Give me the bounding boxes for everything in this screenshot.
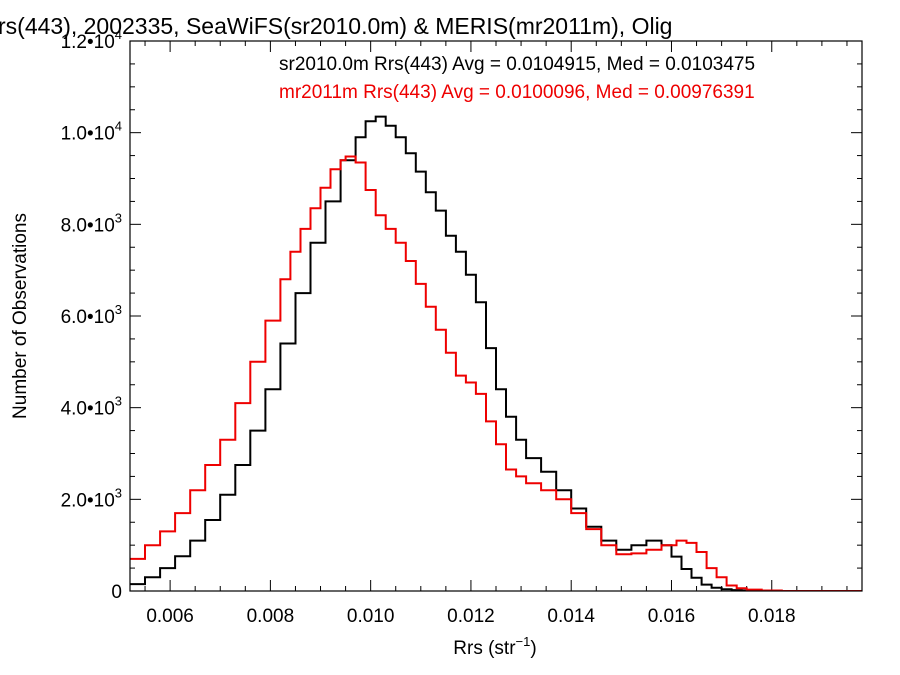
tick-marks <box>130 40 862 592</box>
x-tick-label: 0.018 <box>748 606 796 627</box>
y-tick-label: 0 <box>111 582 122 603</box>
y-tick-label: 2.0•103 <box>61 485 122 511</box>
y-tick-label: 8.0•103 <box>61 210 122 236</box>
x-axis-label-tail: ) <box>530 638 536 659</box>
x-tick-label: 0.008 <box>247 606 295 627</box>
series-sr2010-line <box>130 115 862 591</box>
legend-entry-red: mr2011m Rrs(443) Avg = 0.0100096, Med = … <box>279 82 755 103</box>
x-tick-label: 0.006 <box>146 606 194 627</box>
x-tick-label: 0.016 <box>648 606 696 627</box>
y-tick-label: 4.0•103 <box>61 394 122 420</box>
y-tick-label: 6.0•103 <box>61 302 122 328</box>
tick-labels: 0.006 0.008 0.010 0.012 0.014 0.016 0.018 0 2.0•… <box>61 27 796 627</box>
chart-title: rs(443), 2002335, SeaWiFS(sr2010.0m) & M… <box>0 13 672 39</box>
x-tick-label: 0.014 <box>547 606 595 627</box>
series-lines <box>130 115 862 591</box>
x-tick-label: 0.010 <box>347 606 395 627</box>
y-tick-label: 1.2•104 <box>61 27 122 53</box>
y-tick-label: 1.0•104 <box>61 119 122 145</box>
series-mr2011-line <box>130 155 862 591</box>
plot-frame <box>129 40 863 592</box>
y-axis-label: Number of Observations <box>10 213 31 419</box>
x-axis-label-sup: −1 <box>516 634 531 649</box>
x-axis-label: Rrs (str−1) <box>453 634 536 659</box>
legend-entry-black: sr2010.0m Rrs(443) Avg = 0.0104915, Med … <box>279 54 755 75</box>
x-tick-label: 0.012 <box>447 606 495 627</box>
